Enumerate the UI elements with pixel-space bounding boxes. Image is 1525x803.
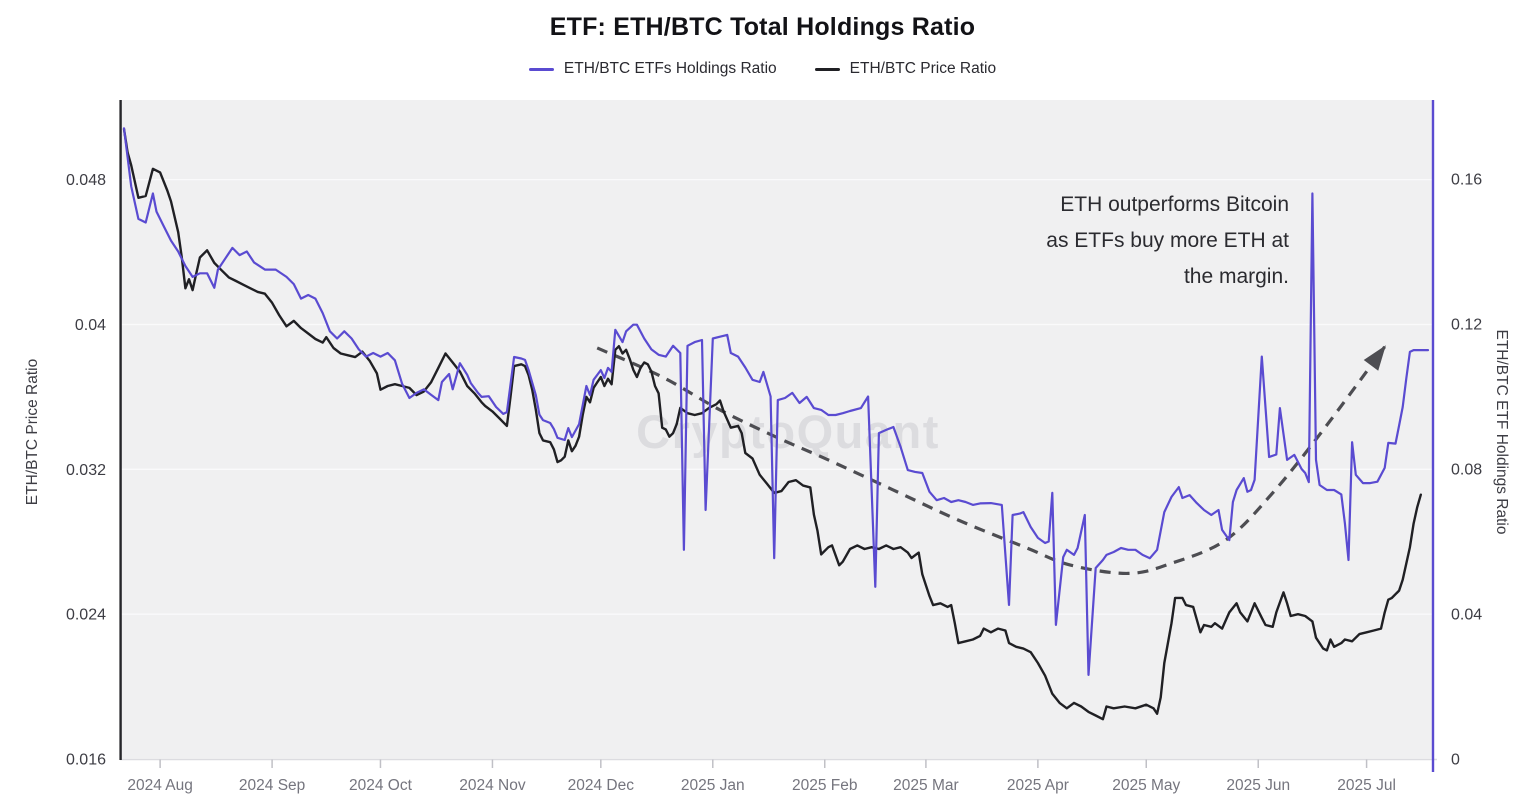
legend-label-price: ETH/BTC Price Ratio bbox=[849, 60, 997, 77]
x-axis-tick-label: 2025 Feb bbox=[792, 777, 858, 794]
left-axis-tick-label: 0.016 bbox=[66, 752, 106, 769]
chart-title: ETF: ETH/BTC Total Holdings Ratio bbox=[549, 13, 976, 41]
x-axis-tick-label: 2025 Jul bbox=[1337, 777, 1396, 794]
chart-annotation: ETH outperforms Bitcoin as ETFs buy more… bbox=[1046, 187, 1289, 295]
right-axis-tick-label: 0 bbox=[1451, 752, 1460, 769]
left-axis-title: ETH/BTC Price Ratio bbox=[24, 358, 41, 506]
x-axis-tick-label: 2025 Jan bbox=[681, 777, 745, 794]
x-axis-tick-label: 2024 Sep bbox=[239, 777, 305, 794]
legend-item-holdings-ratio[interactable]: ETH/BTC ETFs Holdings Ratio bbox=[528, 60, 777, 78]
series-price-ratio-line bbox=[122, 127, 1422, 721]
x-axis-tick-label: 2025 Apr bbox=[1007, 777, 1069, 794]
right-axis-title: ETH/BTC ETF Holdings Ratio bbox=[1493, 329, 1510, 535]
legend-label-holdings: ETH/BTC ETFs Holdings Ratio bbox=[563, 60, 777, 77]
legend: ETH/BTC ETFs Holdings Ratio ETH/BTC Pric… bbox=[0, 60, 1525, 78]
legend-swatch-price-icon bbox=[814, 67, 840, 71]
right-axis-tick-label: 0.08 bbox=[1451, 462, 1482, 479]
right-axis-tick-label: 0.12 bbox=[1451, 317, 1482, 334]
legend-item-price-ratio[interactable]: ETH/BTC Price Ratio bbox=[814, 60, 997, 78]
x-axis-tick-label: 2024 Oct bbox=[349, 777, 413, 794]
left-axis-tick-label: 0.024 bbox=[66, 607, 106, 624]
annotation-line: the margin. bbox=[1183, 265, 1289, 288]
left-axis-tick-label: 0.04 bbox=[75, 317, 106, 334]
series-holdings-ratio-line bbox=[122, 127, 1430, 676]
left-axis-tick-label: 0.048 bbox=[66, 172, 106, 189]
left-axis-tick-label: 0.032 bbox=[66, 462, 106, 479]
x-axis-tick-label: 2025 Mar bbox=[893, 777, 958, 794]
annotation-line: ETH outperforms Bitcoin bbox=[1060, 193, 1289, 216]
x-axis-tick-label: 2025 Jun bbox=[1226, 777, 1290, 794]
trend-arrow-path bbox=[596, 345, 1386, 576]
legend-swatch-holdings-icon bbox=[528, 67, 554, 71]
annotation-line: as ETFs buy more ETH at bbox=[1046, 229, 1289, 252]
x-axis-tick-label: 2025 May bbox=[1112, 777, 1180, 794]
x-axis-tick-label: 2024 Aug bbox=[127, 777, 193, 794]
right-axis-tick-label: 0.16 bbox=[1451, 172, 1482, 189]
arrowhead-icon bbox=[1363, 345, 1386, 371]
x-axis-tick-label: 2024 Dec bbox=[568, 777, 635, 794]
x-axis-tick-label: 2024 Nov bbox=[459, 777, 526, 794]
right-axis-tick-label: 0.04 bbox=[1451, 607, 1482, 624]
